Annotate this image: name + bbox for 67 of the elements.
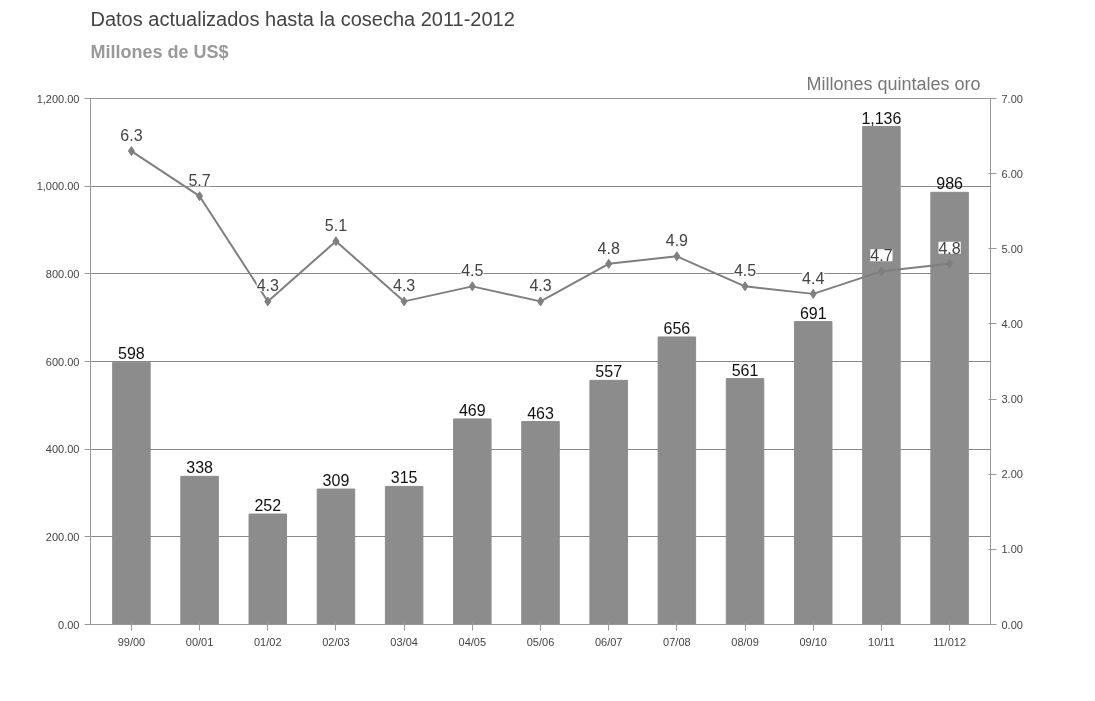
x-tick-label: 99/00 (117, 635, 146, 648)
data-label: 4.3 (256, 277, 279, 295)
data-label: 4.8 (938, 239, 961, 257)
data-label: 4.8 (597, 239, 620, 257)
data-label: 4.3 (393, 277, 416, 295)
data-label: 6.3 (120, 127, 143, 145)
data-label: 986 (936, 175, 964, 193)
point (673, 251, 681, 262)
y2-tick-label: 7.00 (1001, 92, 1023, 105)
point (809, 288, 817, 299)
y2-tick-label: 4.00 (1001, 317, 1023, 330)
y2-tick-label: 0.00 (1001, 618, 1023, 631)
x-tick-label: 00/01 (185, 635, 214, 648)
x-tick-label: 02/03 (322, 635, 350, 648)
x-tick-label: 07/08 (663, 635, 691, 648)
data-label: 4.9 (665, 232, 689, 250)
y2-tick-label: 5.00 (1001, 242, 1023, 255)
y-tick-label: 600.00 (45, 355, 80, 368)
x-tick-label: 09/10 (799, 635, 827, 648)
y2-tick-label: 1.00 (1001, 543, 1023, 556)
y-tick-label: 800.00 (45, 267, 80, 280)
point (196, 191, 204, 202)
data-label: 4.7 (870, 247, 893, 265)
data-label: 557 (595, 363, 623, 381)
x-tick-label: 08/09 (731, 635, 759, 648)
data-label: 4.5 (461, 262, 484, 280)
data-label: 309 (322, 472, 350, 490)
y-tick-label: 0.00 (58, 618, 80, 631)
x-tick-label: 05/06 (526, 635, 555, 648)
chart-title: Datos actualizados hasta la cosecha 2011-2012 (90, 7, 515, 30)
y-tick-label: 1,000.00 (36, 180, 80, 193)
data-label: 561 (731, 361, 759, 379)
x-tick-label: 06/07 (594, 635, 623, 648)
point (741, 281, 749, 292)
data-label: 5.7 (188, 172, 211, 190)
x-tick-label: 04/05 (458, 635, 487, 648)
point (400, 296, 408, 307)
y2-tick-label: 6.00 (1001, 167, 1023, 180)
data-label: 598 (118, 345, 145, 363)
y-tick-label: 1,200.00 (36, 92, 80, 105)
point (605, 258, 613, 269)
data-label: 4.5 (733, 262, 757, 280)
y-tick-label: 200.00 (45, 530, 80, 543)
data-label: 5.1 (324, 217, 348, 235)
x-tick-label: 01/02 (254, 635, 282, 648)
point (468, 281, 476, 292)
data-label: 252 (254, 497, 282, 515)
data-label: 4.3 (529, 277, 552, 295)
data-label: 691 (799, 304, 827, 322)
point (332, 236, 340, 247)
data-label: 1,136 (861, 109, 902, 127)
x-tick-label: 10/11 (868, 635, 895, 648)
data-label: 469 (458, 401, 486, 419)
x-tick-label: 11/012 (933, 635, 966, 648)
data-label: 656 (663, 319, 691, 337)
y-axis-title: Millones de US$ (90, 41, 229, 62)
data-label: 4.4 (802, 269, 825, 287)
y-tick-label: 400.00 (45, 443, 80, 456)
y2-tick-label: 3.00 (1001, 393, 1023, 406)
x-tick-label: 03/04 (390, 635, 418, 648)
y2-tick-label: 2.00 (1001, 468, 1023, 481)
data-label: 315 (390, 469, 418, 487)
point (127, 146, 135, 157)
data-label: 463 (527, 404, 554, 422)
point (264, 296, 272, 307)
y2-axis-title: Millones quintales oro (806, 73, 981, 94)
data-label: 338 (186, 459, 214, 477)
